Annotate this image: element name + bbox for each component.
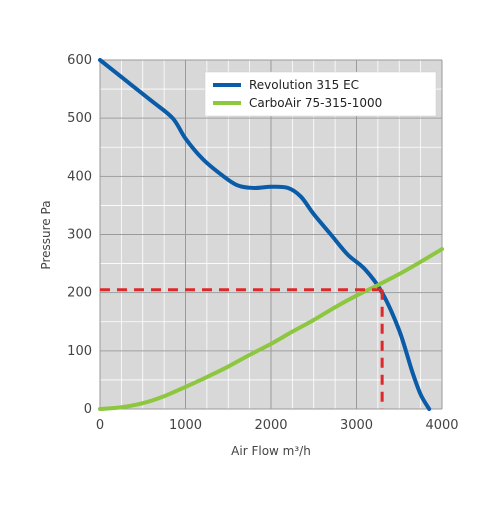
operating-point-layer: [100, 288, 384, 409]
x-axis-label: Air Flow m³/h: [231, 444, 311, 458]
y-tick-label: 100: [67, 344, 92, 359]
y-tick-label: 400: [67, 169, 92, 184]
x-axis-ticks: 0 1000 2000 3000 4000: [96, 418, 459, 433]
x-tick-label: 2000: [254, 418, 287, 433]
y-tick-label: 600: [67, 53, 92, 68]
series-line-2: [98, 247, 444, 411]
x-tick-label: 1000: [169, 418, 202, 433]
legend-label: CarboAir 75-315-1000: [249, 96, 382, 110]
y-axis-ticks: 0 100 200 300 400 500 600: [67, 53, 92, 417]
legend-box: [204, 71, 437, 117]
x-tick-label: 0: [96, 418, 104, 433]
y-tick-label: 0: [84, 402, 92, 417]
legend-label: Revolution 315 EC: [249, 78, 359, 92]
x-tick-label: 3000: [340, 418, 373, 433]
y-axis-label: Pressure Pa: [39, 200, 53, 269]
legend: Revolution 315 EC CarboAir 75-315-1000: [204, 71, 437, 117]
x-tick-label: 4000: [425, 418, 458, 433]
series-line-1: [98, 58, 432, 411]
grid-major: [99, 59, 443, 410]
series-layer: [98, 58, 444, 411]
y-tick-label: 200: [67, 286, 92, 301]
y-tick-label: 300: [67, 228, 92, 243]
y-tick-label: 500: [67, 111, 92, 126]
